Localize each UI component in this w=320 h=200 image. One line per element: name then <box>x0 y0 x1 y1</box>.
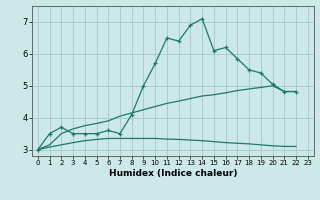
X-axis label: Humidex (Indice chaleur): Humidex (Indice chaleur) <box>108 169 237 178</box>
